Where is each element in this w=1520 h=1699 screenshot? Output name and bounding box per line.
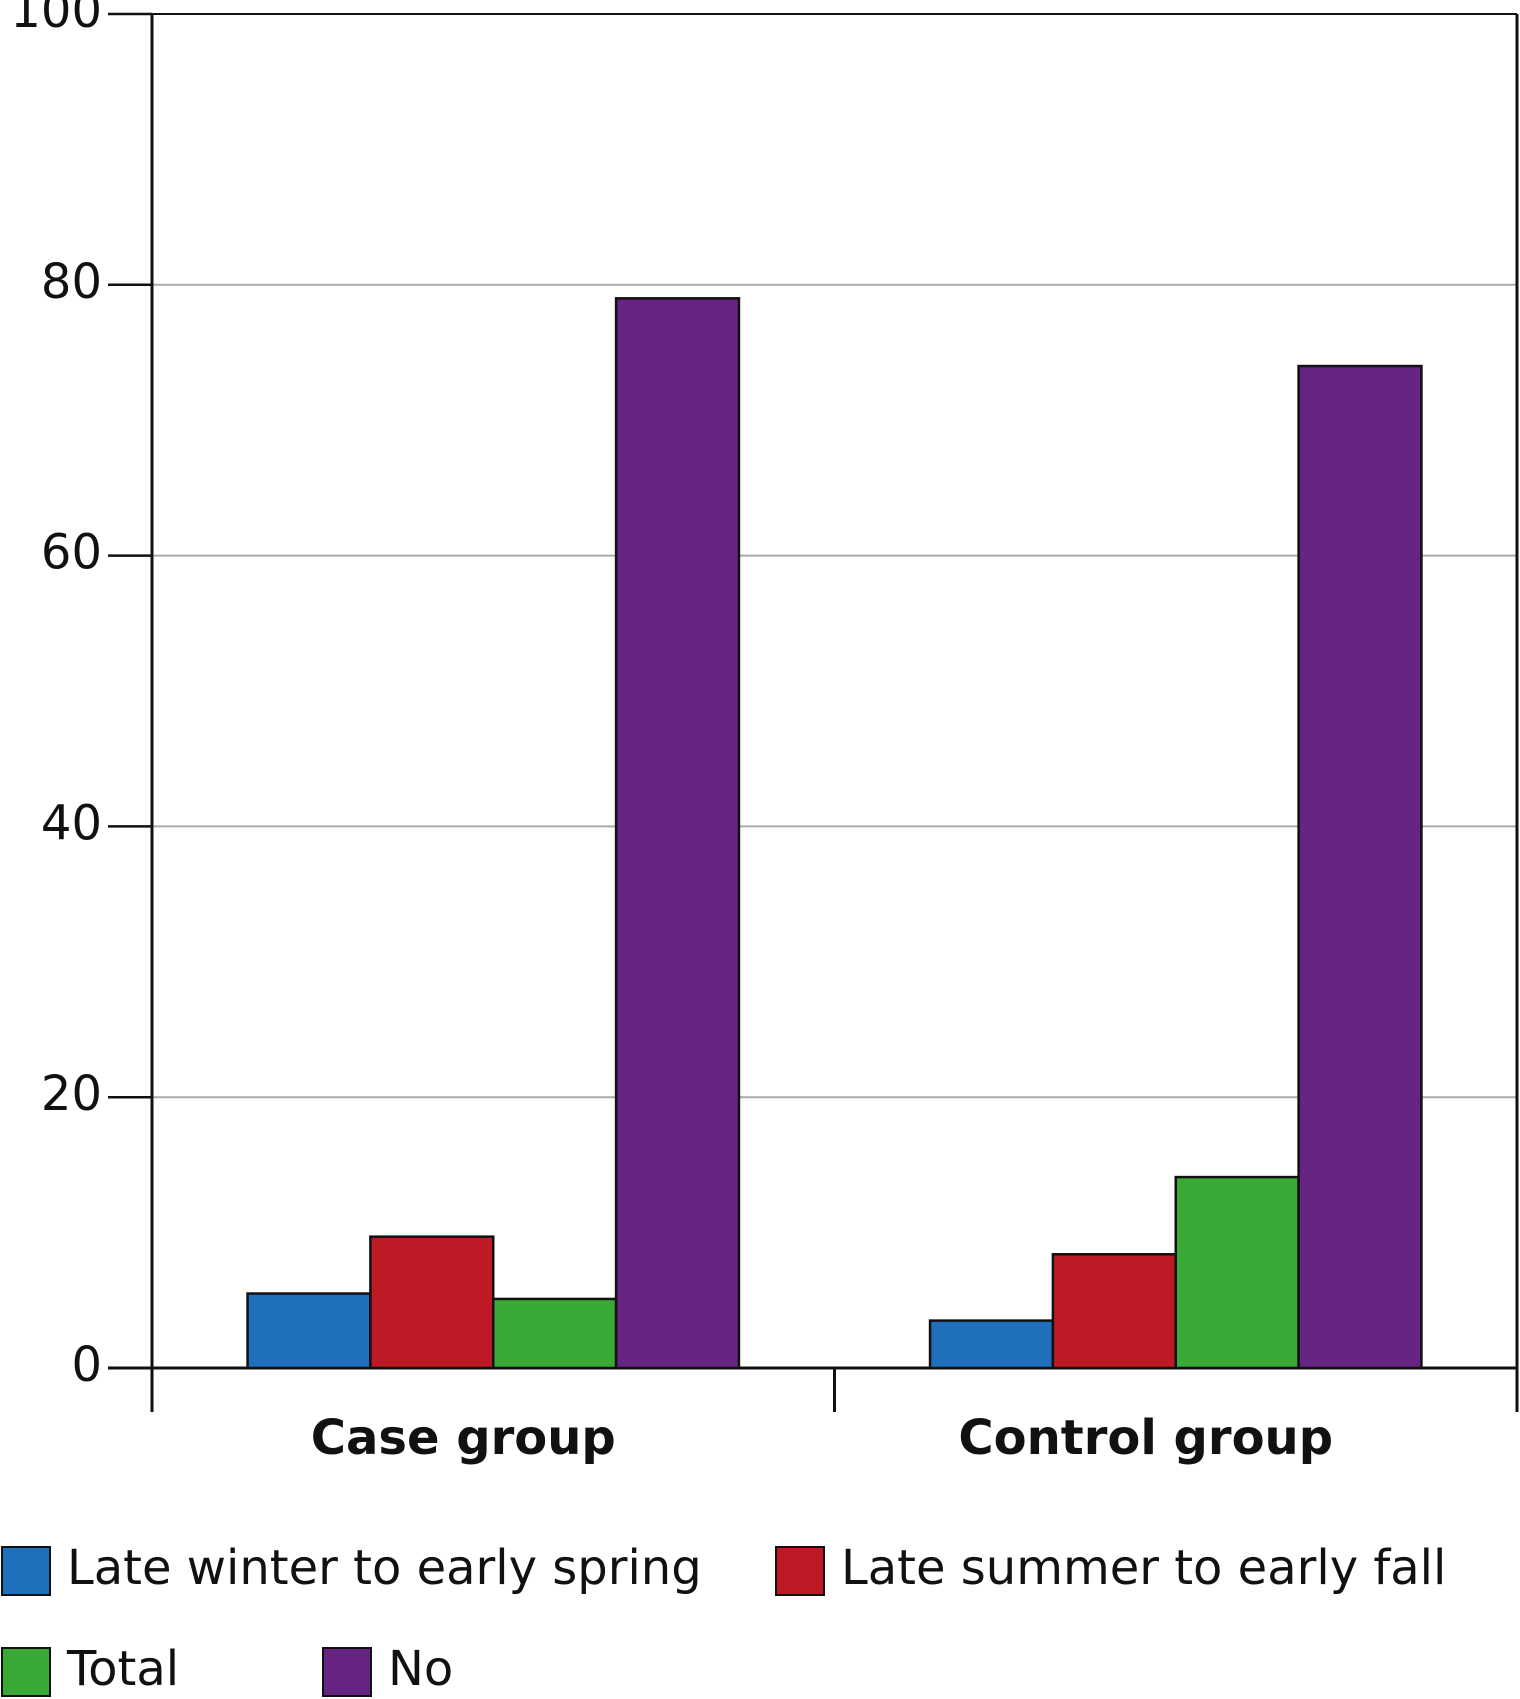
legend-swatch [322,1647,372,1697]
bar [369,1235,495,1370]
bar [492,1297,618,1370]
y-tick-label: 60 [41,525,102,581]
legend-label: Late summer to early fall [841,1540,1446,1596]
y-tick-label: 80 [41,254,102,310]
legend-swatch [1,1546,51,1596]
y-tick-label: 0 [71,1337,102,1393]
y-tick-label: 100 [10,0,102,39]
bar [1051,1253,1178,1370]
legend-swatch [1,1647,51,1697]
x-tick-label: Control group [958,1410,1333,1466]
legend-label: Late winter to early spring [67,1540,702,1596]
legend-swatch [775,1546,825,1596]
legend-label: No [388,1641,453,1697]
y-tick-label: 20 [41,1066,102,1122]
bar [246,1292,372,1370]
bar [1297,364,1423,1370]
legend-label: Total [66,1641,179,1697]
x-tick-label: Case group [311,1410,616,1466]
y-tick-label: 40 [41,795,102,851]
bar [928,1319,1055,1370]
bar [614,297,741,1370]
bar [1174,1175,1300,1370]
